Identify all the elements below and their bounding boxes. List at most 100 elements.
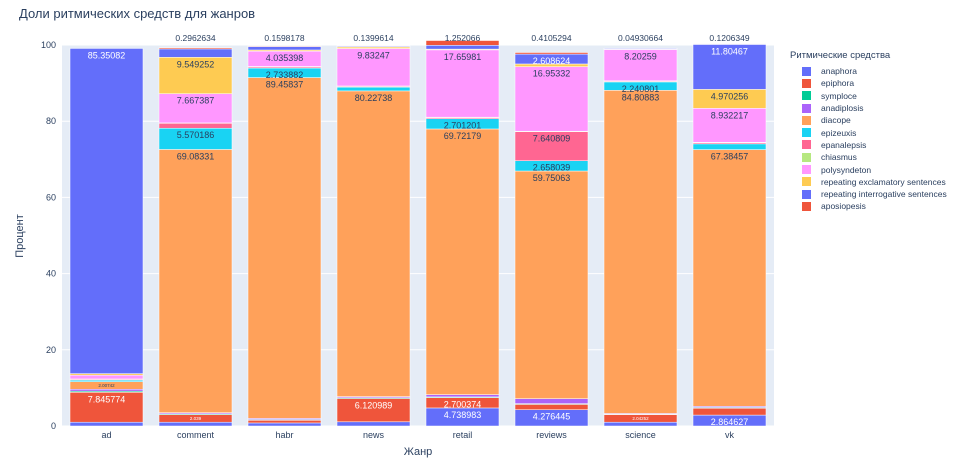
legend-swatch bbox=[802, 115, 811, 125]
legend-swatch bbox=[802, 140, 811, 150]
y-tick-label: 40 bbox=[46, 269, 56, 279]
bar-segment bbox=[158, 421, 233, 427]
segment-label: 8.932217 bbox=[711, 110, 749, 120]
legend-items: anaphora epiphora symploce anadiplosis diaco… bbox=[790, 65, 952, 213]
bar-segment bbox=[69, 388, 144, 392]
segment-label: 16.95332 bbox=[533, 69, 571, 79]
legend-swatch bbox=[802, 78, 811, 88]
x-tick-label: retail bbox=[453, 430, 473, 440]
legend-label: epiphora bbox=[821, 78, 855, 89]
bar-segment bbox=[514, 404, 589, 410]
bar-segment bbox=[425, 128, 500, 395]
x-tick-label: habr bbox=[275, 430, 293, 440]
bar-segment bbox=[336, 421, 411, 427]
legend-label: anaphora bbox=[821, 66, 857, 77]
data-labels: 7.845774 2.00742 85.35082 2.039 69.08331 5.57… bbox=[88, 33, 750, 427]
legend-swatch bbox=[802, 189, 811, 199]
bar-segment bbox=[692, 407, 767, 416]
legend-item[interactable]: symploce bbox=[790, 90, 952, 102]
segment-label: 17.65981 bbox=[444, 52, 482, 62]
legend-swatch bbox=[802, 128, 811, 138]
top-label: 0.4105294 bbox=[531, 33, 571, 43]
segment-label: 67.38457 bbox=[711, 152, 749, 162]
bar-segment bbox=[603, 421, 678, 427]
legend-swatch bbox=[802, 66, 811, 76]
top-label: 0.1206349 bbox=[709, 33, 749, 43]
top-label: 0.1598178 bbox=[264, 33, 304, 43]
segment-label: 2.701201 bbox=[444, 121, 482, 131]
top-label: 0.2962634 bbox=[175, 33, 215, 43]
legend-item[interactable]: repeating interrogative sentences bbox=[790, 188, 952, 200]
segment-label: 80.22738 bbox=[355, 93, 393, 103]
legend-label: anadiplosis bbox=[821, 103, 864, 114]
top-label: 0.1399614 bbox=[353, 33, 393, 43]
legend-label: repeating interrogative sentences bbox=[821, 189, 947, 200]
segment-label: 4.970256 bbox=[711, 91, 749, 101]
segment-label: 2.733882 bbox=[266, 70, 304, 80]
segment-label: 9.549252 bbox=[177, 59, 215, 69]
bar-segment bbox=[336, 90, 411, 397]
legend-swatch bbox=[802, 177, 811, 187]
segment-label: 89.45837 bbox=[266, 80, 304, 90]
bar-segment bbox=[158, 48, 233, 58]
x-tick-label: vk bbox=[725, 430, 735, 440]
bar-segment bbox=[247, 45, 322, 47]
bar-segment bbox=[158, 47, 233, 50]
legend-item[interactable]: anaphora bbox=[790, 65, 952, 77]
bar-segment bbox=[247, 420, 322, 424]
segment-label: 7.640809 bbox=[533, 134, 571, 144]
segment-label: 5.570186 bbox=[177, 130, 215, 140]
legend-item[interactable]: anadiplosis bbox=[790, 102, 952, 114]
legend-label: chiasmus bbox=[821, 152, 857, 163]
legend-item[interactable]: epizeuxis bbox=[790, 126, 952, 138]
bar-segment bbox=[425, 40, 500, 46]
axis-ticks: 0 20 40 60 80 100 ad comment habr news retail revie… bbox=[41, 40, 735, 440]
legend: Ритмические средства anaphora epiphora sym… bbox=[790, 50, 952, 213]
bar-segment bbox=[69, 48, 144, 374]
x-axis-title: Жанр bbox=[404, 446, 433, 458]
bar-segment bbox=[158, 149, 233, 413]
bar-segment bbox=[514, 131, 589, 161]
segment-label: 69.72179 bbox=[444, 131, 482, 141]
legend-item[interactable]: diacope bbox=[790, 114, 952, 126]
bar-segment bbox=[247, 46, 322, 51]
legend-swatch bbox=[802, 201, 811, 211]
legend-swatch bbox=[802, 152, 811, 162]
bar-segment bbox=[692, 143, 767, 150]
segment-label: 7.845774 bbox=[88, 394, 126, 404]
bar-segment bbox=[336, 45, 411, 47]
x-tick-label: news bbox=[363, 430, 385, 440]
segment-label: 6.120989 bbox=[355, 400, 393, 410]
legend-item[interactable]: polysyndeton bbox=[790, 163, 952, 175]
segment-label: 85.35082 bbox=[88, 50, 126, 60]
x-tick-label: comment bbox=[177, 430, 215, 440]
x-tick-label: science bbox=[625, 430, 656, 440]
segment-label: 59.75063 bbox=[533, 173, 571, 183]
bar-segment bbox=[425, 49, 500, 118]
legend-item[interactable]: epiphora bbox=[790, 77, 952, 89]
legend-item[interactable]: repeating exclamatory sentences bbox=[790, 176, 952, 188]
bar-segment bbox=[603, 49, 678, 82]
bar-segment bbox=[514, 66, 589, 132]
bar-segment bbox=[514, 52, 589, 55]
bar-segment bbox=[425, 394, 500, 398]
segment-label: 9.83247 bbox=[357, 51, 390, 61]
legend-label: polysyndeton bbox=[821, 164, 872, 175]
top-label: 1.252066 bbox=[445, 33, 481, 43]
bar-segment bbox=[603, 90, 678, 414]
legend-item[interactable]: chiasmus bbox=[790, 151, 952, 163]
bar-segment bbox=[514, 398, 589, 404]
y-tick-label: 0 bbox=[51, 421, 56, 431]
top-label: 0.04930664 bbox=[618, 33, 663, 43]
bars bbox=[69, 40, 767, 427]
legend-item[interactable]: aposiopesis bbox=[790, 200, 952, 212]
segment-label: 2.700374 bbox=[444, 400, 482, 410]
bar-segment bbox=[158, 123, 233, 129]
legend-label: symploce bbox=[821, 90, 857, 101]
legend-swatch bbox=[802, 103, 811, 113]
legend-label: epizeuxis bbox=[821, 127, 857, 138]
bar-segment bbox=[158, 93, 233, 124]
legend-item[interactable]: epanalepsis bbox=[790, 139, 952, 151]
bar-segment bbox=[692, 149, 767, 407]
